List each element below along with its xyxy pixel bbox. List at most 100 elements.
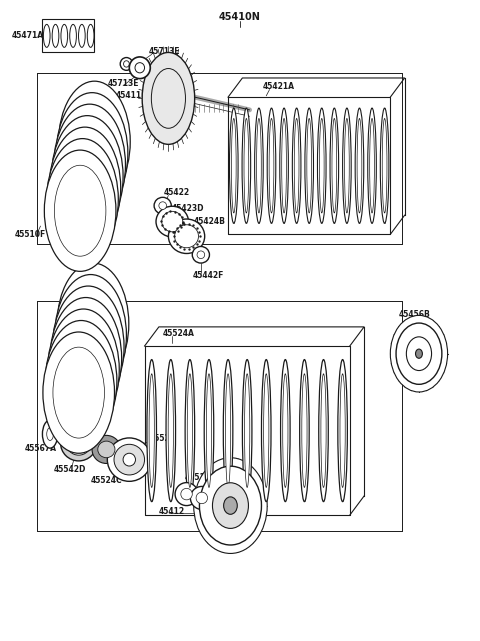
Ellipse shape	[242, 108, 251, 223]
Ellipse shape	[368, 108, 376, 223]
Text: 45567A: 45567A	[24, 444, 56, 453]
Text: 45524B: 45524B	[58, 369, 89, 378]
Ellipse shape	[87, 24, 94, 47]
Text: 45456B: 45456B	[398, 310, 430, 319]
Ellipse shape	[60, 425, 97, 461]
Ellipse shape	[194, 458, 267, 553]
Text: 45443T: 45443T	[82, 146, 113, 154]
Ellipse shape	[396, 323, 442, 385]
Ellipse shape	[357, 119, 362, 213]
Ellipse shape	[321, 374, 326, 487]
Text: 45524B: 45524B	[65, 379, 96, 388]
Ellipse shape	[43, 24, 50, 47]
Ellipse shape	[257, 119, 261, 213]
Ellipse shape	[319, 119, 324, 213]
Ellipse shape	[159, 202, 167, 210]
Ellipse shape	[187, 374, 192, 487]
Ellipse shape	[64, 119, 116, 210]
Text: 45414B: 45414B	[152, 123, 184, 132]
Ellipse shape	[51, 115, 123, 237]
Ellipse shape	[59, 142, 111, 233]
Ellipse shape	[147, 360, 156, 502]
Text: 45412: 45412	[159, 508, 185, 517]
Ellipse shape	[52, 24, 59, 47]
Ellipse shape	[66, 108, 118, 199]
Ellipse shape	[175, 225, 199, 247]
Ellipse shape	[66, 431, 91, 455]
Ellipse shape	[192, 247, 209, 263]
Ellipse shape	[168, 374, 173, 487]
Ellipse shape	[54, 165, 106, 256]
Text: 45524C: 45524C	[91, 476, 123, 485]
Ellipse shape	[45, 320, 117, 442]
Text: 45424B: 45424B	[193, 217, 225, 226]
Ellipse shape	[390, 315, 447, 392]
Ellipse shape	[48, 309, 119, 430]
Ellipse shape	[123, 453, 135, 466]
Ellipse shape	[74, 438, 84, 447]
Ellipse shape	[49, 127, 120, 248]
Ellipse shape	[280, 108, 288, 223]
Ellipse shape	[254, 108, 263, 223]
Text: 45471A: 45471A	[12, 31, 44, 40]
Text: 45443T: 45443T	[58, 190, 89, 199]
Ellipse shape	[355, 108, 364, 223]
Ellipse shape	[69, 96, 120, 187]
Ellipse shape	[226, 374, 231, 487]
Text: 45713E: 45713E	[108, 79, 139, 88]
Ellipse shape	[340, 374, 345, 487]
Ellipse shape	[67, 278, 119, 369]
Ellipse shape	[129, 57, 150, 79]
Text: 45443T: 45443T	[73, 210, 105, 219]
Ellipse shape	[55, 336, 107, 427]
Text: 45423D: 45423D	[172, 204, 204, 213]
Ellipse shape	[56, 93, 128, 214]
Ellipse shape	[242, 360, 252, 502]
Ellipse shape	[231, 119, 236, 213]
Ellipse shape	[345, 119, 349, 213]
Ellipse shape	[55, 274, 126, 395]
Ellipse shape	[166, 360, 176, 502]
Ellipse shape	[319, 360, 328, 502]
Ellipse shape	[50, 297, 121, 419]
Text: 45524A: 45524A	[163, 329, 194, 338]
Ellipse shape	[267, 108, 276, 223]
Ellipse shape	[42, 420, 58, 448]
Bar	[42, 19, 95, 53]
Ellipse shape	[108, 438, 151, 481]
Ellipse shape	[307, 119, 312, 213]
Ellipse shape	[57, 154, 108, 245]
Ellipse shape	[206, 374, 212, 487]
Ellipse shape	[343, 108, 351, 223]
Ellipse shape	[60, 313, 112, 404]
Text: 45511E: 45511E	[185, 473, 216, 482]
Text: 45524B: 45524B	[74, 316, 106, 325]
Ellipse shape	[300, 360, 309, 502]
Ellipse shape	[330, 108, 338, 223]
Ellipse shape	[181, 488, 192, 500]
Ellipse shape	[213, 483, 249, 528]
Ellipse shape	[120, 58, 132, 71]
Text: 45524B: 45524B	[73, 388, 105, 397]
Ellipse shape	[162, 212, 183, 232]
Text: 45524B: 45524B	[49, 360, 81, 369]
Ellipse shape	[62, 301, 114, 392]
Ellipse shape	[338, 360, 348, 502]
Ellipse shape	[204, 360, 214, 502]
Ellipse shape	[302, 374, 307, 487]
Ellipse shape	[281, 360, 290, 502]
Ellipse shape	[47, 428, 53, 440]
Ellipse shape	[317, 108, 326, 223]
Ellipse shape	[58, 324, 109, 415]
Text: 45443T: 45443T	[65, 200, 96, 209]
Ellipse shape	[380, 108, 389, 223]
Text: 45542D: 45542D	[54, 465, 86, 474]
Text: 45421A: 45421A	[263, 83, 295, 92]
Ellipse shape	[114, 444, 144, 475]
Ellipse shape	[135, 63, 144, 73]
Ellipse shape	[332, 119, 336, 213]
Text: 45713E: 45713E	[148, 47, 180, 56]
Ellipse shape	[223, 360, 233, 502]
Ellipse shape	[292, 108, 301, 223]
Ellipse shape	[416, 349, 422, 358]
